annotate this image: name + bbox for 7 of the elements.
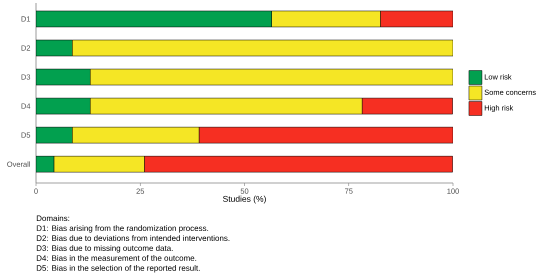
- bar: [36, 98, 90, 114]
- bar: [36, 126, 73, 144]
- x-axis-title: Studies (%): [223, 196, 266, 204]
- bar: [36, 156, 54, 172]
- bar: [36, 10, 272, 28]
- bar: [36, 40, 73, 56]
- bar: [36, 68, 90, 86]
